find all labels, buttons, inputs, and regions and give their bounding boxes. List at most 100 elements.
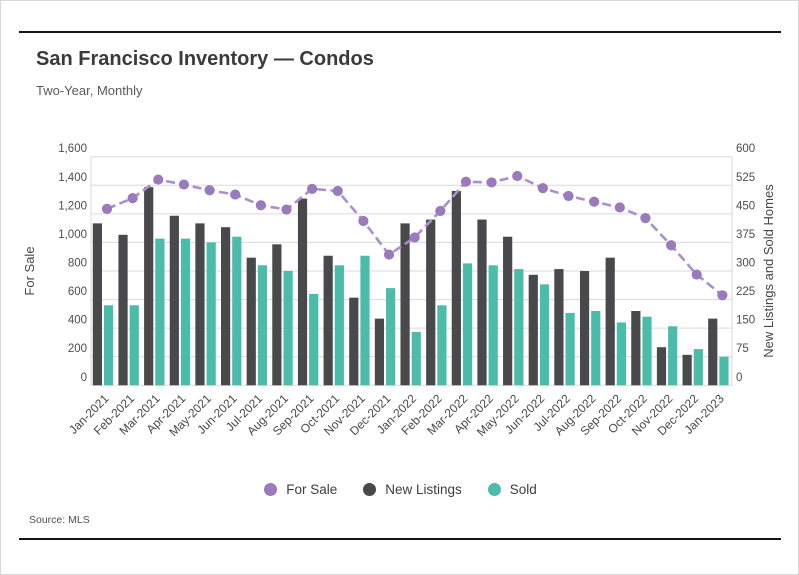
sold-bar: [360, 255, 370, 386]
for-sale-point: [153, 174, 164, 185]
sold-bar: [642, 316, 652, 386]
sold-bar: [591, 311, 601, 386]
for-sale-point: [717, 290, 728, 301]
for-sale-point: [230, 189, 241, 200]
for-sale-point: [614, 202, 625, 213]
chart-legend: For Sale New Listings Sold: [1, 479, 799, 499]
new-listings-bar: [92, 223, 102, 386]
sold-bar: [488, 265, 498, 386]
new-listings-bar: [477, 219, 487, 386]
legend-label: New Listings: [385, 481, 462, 497]
for-sale-point: [691, 269, 702, 280]
for-sale-point: [281, 204, 292, 215]
legend-swatch-icon: [264, 482, 278, 496]
sold-bar: [257, 265, 268, 386]
new-listings-bar: [246, 257, 256, 386]
for-sale-point: [537, 183, 548, 194]
left-axis-tick: 1,200: [58, 200, 87, 212]
right-axis-tick: 150: [736, 315, 755, 327]
for-sale-point: [383, 249, 395, 260]
sold-bar: [232, 236, 242, 386]
for-sale-point: [563, 190, 574, 202]
right-axis-tick: 450: [736, 200, 755, 212]
for-sale-point: [178, 179, 190, 190]
new-listings-bar: [708, 318, 718, 386]
right-axis-tick: 0: [736, 372, 742, 384]
for-sale-point: [204, 185, 215, 196]
source-note: Source: MLS: [29, 514, 90, 526]
for-sale-point: [358, 215, 369, 227]
new-listings-bar: [144, 187, 154, 386]
sold-bar: [283, 271, 293, 386]
left-axis-tick: 800: [68, 258, 87, 270]
legend-item-new-listings: New Listings: [363, 482, 462, 497]
right-axis-title: New Listings and Sold Homes: [761, 184, 776, 358]
new-listings-bar: [605, 257, 615, 386]
new-listings-bar: [349, 297, 359, 386]
right-axis-tick: 600: [736, 143, 755, 155]
for-sale-point: [486, 177, 497, 188]
legend-item-sold: Sold: [487, 481, 537, 497]
for-sale-point: [435, 205, 446, 217]
left-axis-tick: 1,600: [58, 143, 87, 155]
for-sale-point: [127, 193, 138, 204]
for-sale-point: [409, 232, 420, 243]
inventory-combo-chart: 0 0 200 75 400 150 600 225 800 300 1,000 375 1,200 45…: [22, 143, 776, 439]
left-axis-tick: 400: [68, 315, 87, 327]
sold-bar: [565, 312, 575, 386]
new-listings-bar: [579, 271, 590, 386]
sold-bar: [539, 284, 550, 386]
new-listings-bar: [400, 223, 410, 386]
sold-bar: [155, 238, 165, 386]
for-sale-point: [101, 203, 113, 214]
new-listings-bar: [169, 215, 179, 386]
sold-bar: [514, 269, 524, 386]
sold-bar: [104, 305, 114, 386]
right-axis-tick: 300: [736, 258, 755, 270]
sold-bar: [693, 349, 703, 386]
new-listings-bar: [323, 255, 333, 386]
for-sale-point: [665, 240, 677, 251]
legend-item-for-sale: For Sale: [264, 482, 337, 497]
sold-bar: [462, 263, 473, 386]
left-axis-title: For Sale: [22, 246, 37, 295]
new-listings-bar: [297, 198, 308, 386]
sold-bar: [129, 305, 139, 386]
for-sale-point: [512, 170, 523, 182]
legend-swatch-icon: [363, 482, 377, 496]
chart-title: San Francisco Inventory — Condos: [36, 48, 374, 70]
top-divider: [19, 31, 781, 33]
new-listings-bar: [221, 227, 231, 386]
sold-bar: [309, 293, 319, 386]
right-axis-tick: 375: [736, 229, 755, 241]
left-axis-tick: 0: [81, 372, 87, 384]
right-axis-tick: 525: [736, 172, 755, 184]
left-axis-tick: 200: [68, 343, 87, 355]
new-listings-bar: [503, 236, 513, 386]
new-listings-bar: [656, 347, 667, 386]
new-listings-bar: [374, 318, 385, 386]
chart-subtitle: Two-Year, Monthly: [36, 83, 143, 98]
for-sale-point: [640, 213, 651, 224]
sold-bar: [386, 288, 396, 386]
for-sale-point: [589, 196, 600, 207]
for-sale-point: [307, 183, 318, 194]
sold-bar: [180, 238, 191, 386]
new-listings-bar: [272, 244, 282, 386]
sold-bar: [668, 326, 678, 386]
legend-swatch-icon: [487, 482, 501, 496]
new-listings-bar: [528, 274, 538, 386]
for-sale-point: [332, 185, 343, 197]
legend-label: For Sale: [286, 481, 338, 497]
sold-bar: [616, 322, 626, 386]
right-axis-tick: 75: [736, 343, 749, 355]
sold-bar: [719, 356, 729, 386]
legend-label: Sold: [509, 481, 537, 497]
left-axis-tick: 1,400: [58, 172, 87, 184]
new-listings-bar: [554, 269, 564, 386]
left-axis-tick: 600: [68, 286, 87, 298]
new-listings-bar: [682, 354, 692, 386]
bottom-divider: [19, 538, 781, 540]
sold-bar: [411, 331, 421, 386]
